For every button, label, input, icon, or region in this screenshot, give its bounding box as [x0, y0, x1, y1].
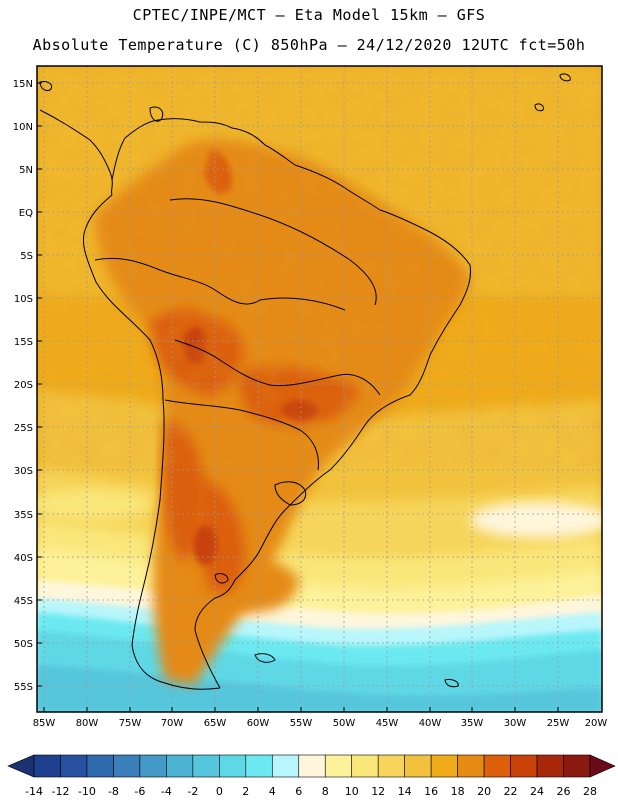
lat-label: 15N: [13, 79, 33, 90]
lat-label: 20S: [14, 380, 33, 391]
temperature-field: [37, 66, 602, 712]
lon-label: 55W: [290, 718, 313, 729]
colorbar-swatch: [536, 754, 564, 778]
lat-label: 10N: [13, 122, 33, 133]
colorbar-swatch: [483, 754, 511, 778]
lon-label: 60W: [247, 718, 270, 729]
lat-label: 5N: [19, 165, 33, 176]
lon-label: 45W: [376, 718, 399, 729]
lat-label: 35S: [14, 510, 33, 521]
colorbar-swatch: [192, 754, 220, 778]
map-title-line1: CPTEC/INPE/MCT — Eta Model 15km — GFS: [132, 6, 486, 24]
colorbar-swatch: [377, 754, 405, 778]
lat-label: 45S: [14, 596, 33, 607]
colorbar-swatch: [271, 754, 300, 778]
lon-label: 75W: [119, 718, 142, 729]
lat-label: 15S: [14, 337, 33, 348]
lat-label: 40S: [14, 553, 33, 564]
latitude-labels: 15N 10N 5N EQ 5S 10S 15S 20S 25S 30S 35S…: [13, 79, 33, 693]
lat-label: EQ: [19, 208, 33, 219]
colorbar-swatch: [404, 754, 432, 778]
lat-label: 25S: [14, 423, 33, 434]
colorbar-swatch: [298, 754, 326, 778]
graticule: [37, 66, 602, 712]
colorbar-label: 14: [398, 785, 412, 798]
colorbar-swatch: [563, 754, 591, 778]
colorbar-label: -10: [78, 785, 96, 798]
colorbar-label: 6: [295, 785, 302, 798]
lat-label: 50S: [14, 639, 33, 650]
colorbar-swatch: [324, 754, 353, 778]
lon-label: 85W: [33, 718, 56, 729]
colorbar-label: 8: [322, 785, 329, 798]
colorbar-label: -14: [25, 785, 43, 798]
colorbar-label: 0: [216, 785, 223, 798]
colorbar-label: 20: [477, 785, 491, 798]
colorbar-swatch: [86, 754, 114, 778]
colorbar-label: 18: [451, 785, 465, 798]
map-frame: [36, 65, 603, 713]
colorbar-swatch: [245, 754, 273, 778]
colorbar-label: -8: [108, 785, 119, 798]
lon-label: 70W: [161, 718, 184, 729]
colorbar-label: 12: [371, 785, 385, 798]
colorbar-swatch: [139, 754, 167, 778]
colorbar-label: 26: [557, 785, 571, 798]
lon-label: 20W: [585, 718, 608, 729]
lon-label: 40W: [419, 718, 442, 729]
colorbar-swatch: [219, 754, 247, 778]
longitude-labels: 85W 80W 75W 70W 65W 60W 55W 50W 45W 40W …: [33, 718, 608, 729]
colorbar: -14 -12 -10 -8 -6 -4 -2 0 2 4 6 8 10 12 14 16 18 20 22 24 26…: [7, 754, 616, 798]
lon-label: 50W: [333, 718, 356, 729]
colorbar-label: 2: [242, 785, 249, 798]
axis-ticks: [37, 82, 559, 712]
colorbar-swatch: [351, 754, 379, 778]
colorbar-swatch: [430, 754, 458, 778]
lat-label: 10S: [14, 294, 33, 305]
colorbar-label: 16: [424, 785, 438, 798]
lat-label: 30S: [14, 466, 33, 477]
colorbar-label: 28: [583, 785, 597, 798]
colorbar-swatch: [510, 754, 538, 778]
colorbar-swatch: [113, 754, 141, 778]
colorbar-label: -6: [134, 785, 145, 798]
colorbar-label: 22: [504, 785, 518, 798]
colorbar-over-arrow: [589, 754, 616, 778]
colorbar-label: -4: [161, 785, 172, 798]
lon-label: 25W: [547, 718, 570, 729]
map-title-line2: Absolute Temperature (C) 850hPa — 24/12/…: [32, 36, 586, 54]
colorbar-label: 24: [530, 785, 544, 798]
colorbar-swatch: [60, 754, 88, 778]
colorbar-label: 10: [345, 785, 359, 798]
colorbar-label: -12: [51, 785, 69, 798]
lat-label: 55S: [14, 682, 33, 693]
colorbar-label: 4: [269, 785, 276, 798]
colorbar-swatch: [457, 754, 485, 778]
lat-label: 5S: [20, 251, 33, 262]
colorbar-swatch: [33, 754, 61, 778]
lon-label: 80W: [76, 718, 99, 729]
colorbar-swatch: [166, 754, 194, 778]
lon-label: 65W: [204, 718, 227, 729]
colorbar-label: -2: [187, 785, 198, 798]
coastlines-borders: [39, 73, 571, 690]
lon-label: 30W: [504, 718, 527, 729]
colorbar-under-arrow: [7, 754, 35, 778]
lon-label: 35W: [461, 718, 484, 729]
